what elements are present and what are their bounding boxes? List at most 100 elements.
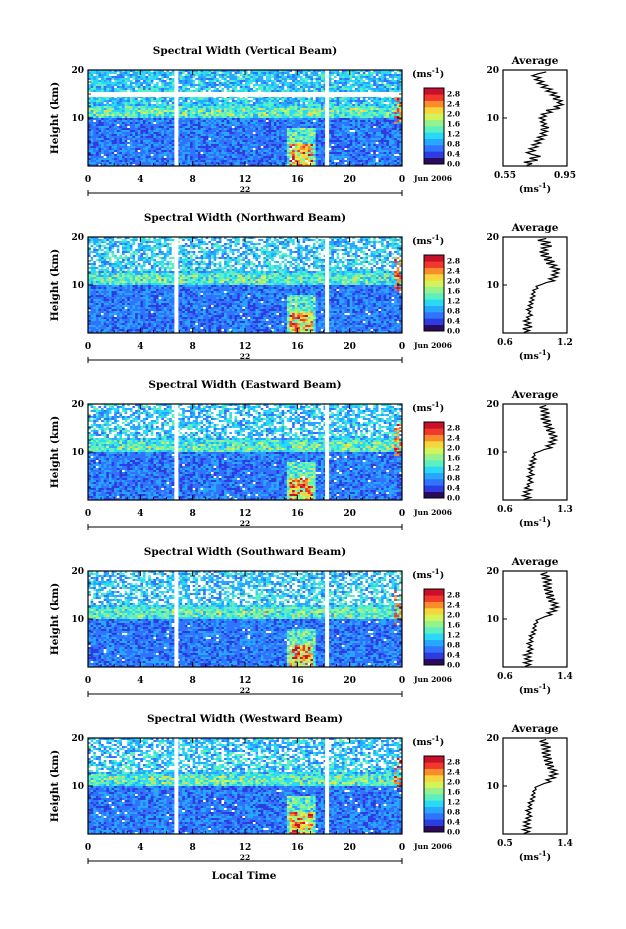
heatmap-cell xyxy=(297,136,301,139)
heatmap-cell xyxy=(226,80,230,83)
heatmap-cell xyxy=(156,76,159,79)
heatmap-cell xyxy=(373,96,377,99)
heatmap-cell xyxy=(229,146,233,149)
heatmap-cell xyxy=(218,106,222,109)
heatmap-cell xyxy=(140,106,144,109)
heatmap-cell xyxy=(195,130,199,133)
heatmap-cell xyxy=(260,120,264,123)
heatmap-cell xyxy=(229,152,233,155)
heatmap-cell xyxy=(297,138,301,141)
heatmap-cell xyxy=(305,70,309,73)
heatmap-cell xyxy=(360,122,364,125)
heatmap-cell xyxy=(352,126,356,129)
heatmap-cell xyxy=(114,90,118,93)
heatmap-cell xyxy=(375,130,379,133)
heatmap-cell xyxy=(313,130,316,133)
heatmap-cell xyxy=(271,76,275,79)
heatmap-cell xyxy=(386,70,390,73)
heatmap-cell xyxy=(313,100,316,103)
heatmap-cell xyxy=(163,100,167,103)
heatmap-cell xyxy=(294,148,298,151)
heatmap-cell xyxy=(399,138,402,141)
heatmap-cell xyxy=(216,152,220,155)
heatmap-cell xyxy=(341,122,345,125)
heatmap-cell xyxy=(184,74,188,77)
heatmap-cell xyxy=(224,108,227,111)
heatmap-cell xyxy=(127,142,131,145)
heatmap-cell xyxy=(370,130,374,133)
heatmap-cell xyxy=(320,144,324,147)
heatmap-cell xyxy=(192,84,196,87)
heatmap-cell xyxy=(396,122,400,125)
heatmap-cell xyxy=(289,124,293,127)
heatmap-cell xyxy=(320,110,324,113)
heatmap-cell xyxy=(305,86,309,89)
heatmap-cell xyxy=(114,120,118,123)
heatmap-cell xyxy=(122,100,125,103)
heatmap-cell xyxy=(386,78,390,81)
heatmap-cell xyxy=(179,124,183,127)
heatmap-cell xyxy=(336,74,340,77)
heatmap-cell xyxy=(197,126,201,129)
heatmap-cell xyxy=(347,126,350,129)
heatmap-cell xyxy=(289,80,293,83)
heatmap-cell xyxy=(354,90,358,93)
heatmap-cell xyxy=(148,128,152,131)
heatmap-cell xyxy=(171,72,175,75)
heatmap-cell xyxy=(114,116,118,119)
heatmap-cell xyxy=(247,98,251,101)
heatmap-cell xyxy=(245,118,248,121)
heatmap-cell xyxy=(98,70,102,73)
heatmap-cell xyxy=(328,72,332,75)
heatmap-cell xyxy=(203,80,207,83)
heatmap-cell xyxy=(179,86,183,89)
heatmap-cell xyxy=(347,124,350,127)
heatmap-cell xyxy=(98,128,102,131)
heatmap-cell xyxy=(200,144,204,147)
heatmap-cell xyxy=(129,126,133,129)
heatmap-cell xyxy=(273,98,277,101)
heatmap-cell xyxy=(247,114,251,117)
heatmap-cell xyxy=(197,96,201,99)
heatmap-cell xyxy=(307,120,311,123)
heatmap-cell xyxy=(305,128,309,131)
heatmap-cell xyxy=(365,128,369,131)
heatmap-cell xyxy=(124,72,128,75)
heatmap-cell xyxy=(135,82,139,85)
heatmap-cell xyxy=(166,148,170,151)
heatmap-cell xyxy=(307,146,311,149)
heatmap-cell xyxy=(229,86,233,89)
heatmap-cell xyxy=(190,140,193,143)
heatmap-cell xyxy=(349,96,353,99)
heatmap-cell xyxy=(349,104,353,107)
heatmap-cell xyxy=(263,122,267,125)
heatmap-cell xyxy=(218,84,222,87)
heatmap-cell xyxy=(344,116,348,119)
heatmap-cell xyxy=(153,106,157,109)
heatmap-cell xyxy=(294,80,298,83)
heatmap-cell xyxy=(137,86,141,89)
heatmap-cell xyxy=(242,74,246,77)
heatmap-cell xyxy=(265,148,269,151)
heatmap-cell xyxy=(318,88,322,91)
heatmap-cell xyxy=(176,98,180,101)
heatmap-cell xyxy=(124,86,128,89)
heatmap-cell xyxy=(302,74,306,77)
heatmap-cell xyxy=(106,72,110,75)
heatmap-cell xyxy=(333,124,337,127)
heatmap-cell xyxy=(124,120,128,123)
heatmap-cell xyxy=(323,148,327,151)
heatmap-cell xyxy=(386,80,390,83)
heatmap-cell xyxy=(195,84,199,87)
heatmap-cell xyxy=(213,102,217,105)
heatmap-cell xyxy=(276,72,280,75)
heatmap-cell xyxy=(203,90,207,93)
heatmap-cell xyxy=(302,110,306,113)
heatmap-cell xyxy=(127,104,131,107)
heatmap-cell xyxy=(396,118,400,121)
heatmap-cell xyxy=(281,138,285,141)
heatmap-cell xyxy=(354,124,358,127)
heatmap-cell xyxy=(210,104,214,107)
heatmap-cell xyxy=(179,128,183,131)
heatmap-cell xyxy=(399,98,402,101)
